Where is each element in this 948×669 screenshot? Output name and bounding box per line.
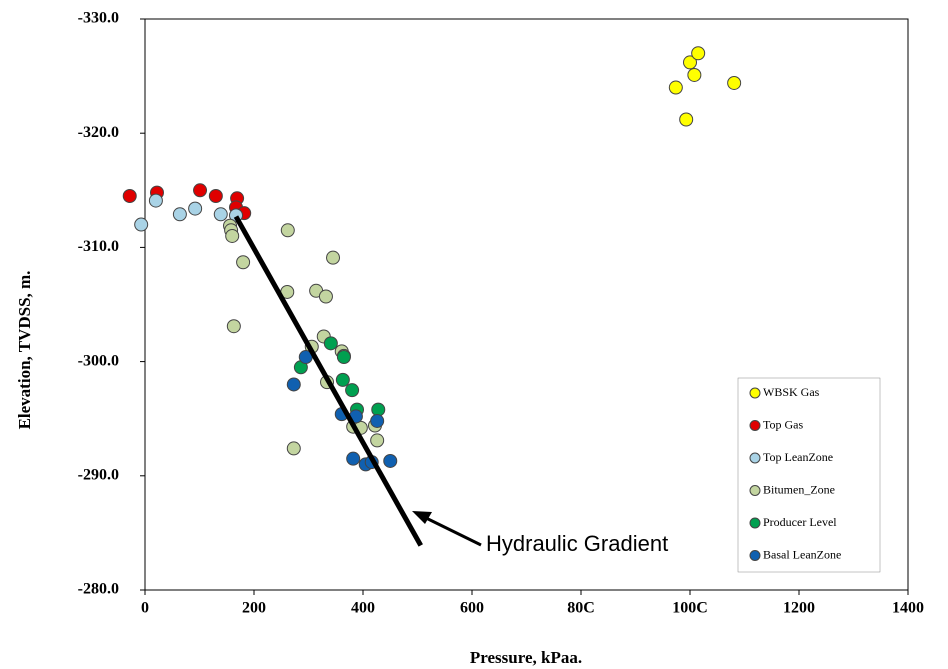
point (683, 55, 697, 70)
point (193, 183, 208, 198)
point (727, 75, 742, 90)
legend-label: Top Gas (763, 417, 803, 431)
point (383, 453, 398, 468)
y-tick-label: -300.0 (78, 352, 119, 369)
legend-label: Bitumen_Zone (763, 482, 835, 496)
point (134, 217, 149, 232)
x-axis-title: Pressure, kPaa. (470, 648, 582, 667)
point (188, 201, 203, 216)
point (213, 207, 228, 222)
x-tick-label: 200 (242, 600, 266, 617)
x-tick-label: 80C (567, 600, 595, 617)
legend-marker (749, 517, 761, 529)
point (370, 413, 385, 428)
legend-label: Producer Level (763, 515, 837, 529)
point (687, 67, 702, 82)
legend-marker (749, 485, 761, 496)
point (286, 377, 301, 392)
annotation-text: Hydraulic Gradient (486, 531, 668, 556)
y-tick-label: -290.0 (78, 466, 119, 483)
x-tick-label: 100C (672, 600, 708, 617)
legend-marker (749, 452, 761, 464)
trend-line (233, 215, 423, 547)
legend: WBSK Gas Top Gas Top LeanZone Bitumen_Zone P… (749, 385, 841, 561)
y-axis-title: Elevation, TVDSS, m. (15, 271, 34, 430)
point (691, 46, 706, 61)
legend-label: WBSK Gas (763, 385, 820, 399)
x-tick-label: 0 (141, 600, 149, 617)
point (679, 112, 694, 127)
x-tick-label: 1400 (892, 600, 924, 617)
point (668, 80, 683, 95)
legend-marker (749, 420, 761, 431)
point (172, 207, 187, 222)
y-tick-label: -330.0 (78, 10, 119, 27)
x-tick-label: 400 (351, 600, 375, 617)
y-tick-label: -280.0 (78, 581, 119, 598)
x-tick-label: 600 (460, 600, 484, 617)
y-tick-label: -320.0 (78, 124, 119, 141)
point (148, 193, 163, 208)
point (370, 433, 385, 448)
point (236, 255, 251, 270)
plot-frame (144, 18, 909, 591)
annotation-arrow (423, 515, 482, 547)
point (318, 289, 333, 304)
legend-label: Basal LeanZone (763, 547, 841, 561)
point (208, 189, 223, 204)
legend-marker (749, 550, 761, 561)
legend-marker (749, 387, 761, 399)
x-tick-label: 1200 (783, 600, 815, 617)
point (122, 189, 137, 204)
point (280, 223, 295, 238)
marks (122, 46, 742, 547)
legend-label: Top LeanZone (763, 450, 833, 464)
annotation-arrowhead (412, 511, 432, 524)
point (346, 451, 361, 466)
point (336, 350, 351, 365)
legend-box (737, 377, 881, 573)
point (323, 336, 338, 351)
point (225, 228, 240, 243)
point (286, 441, 301, 456)
y-tick-label: -310.0 (78, 238, 119, 255)
point (345, 383, 360, 398)
point (335, 372, 350, 387)
point (326, 250, 341, 265)
point (226, 319, 241, 334)
